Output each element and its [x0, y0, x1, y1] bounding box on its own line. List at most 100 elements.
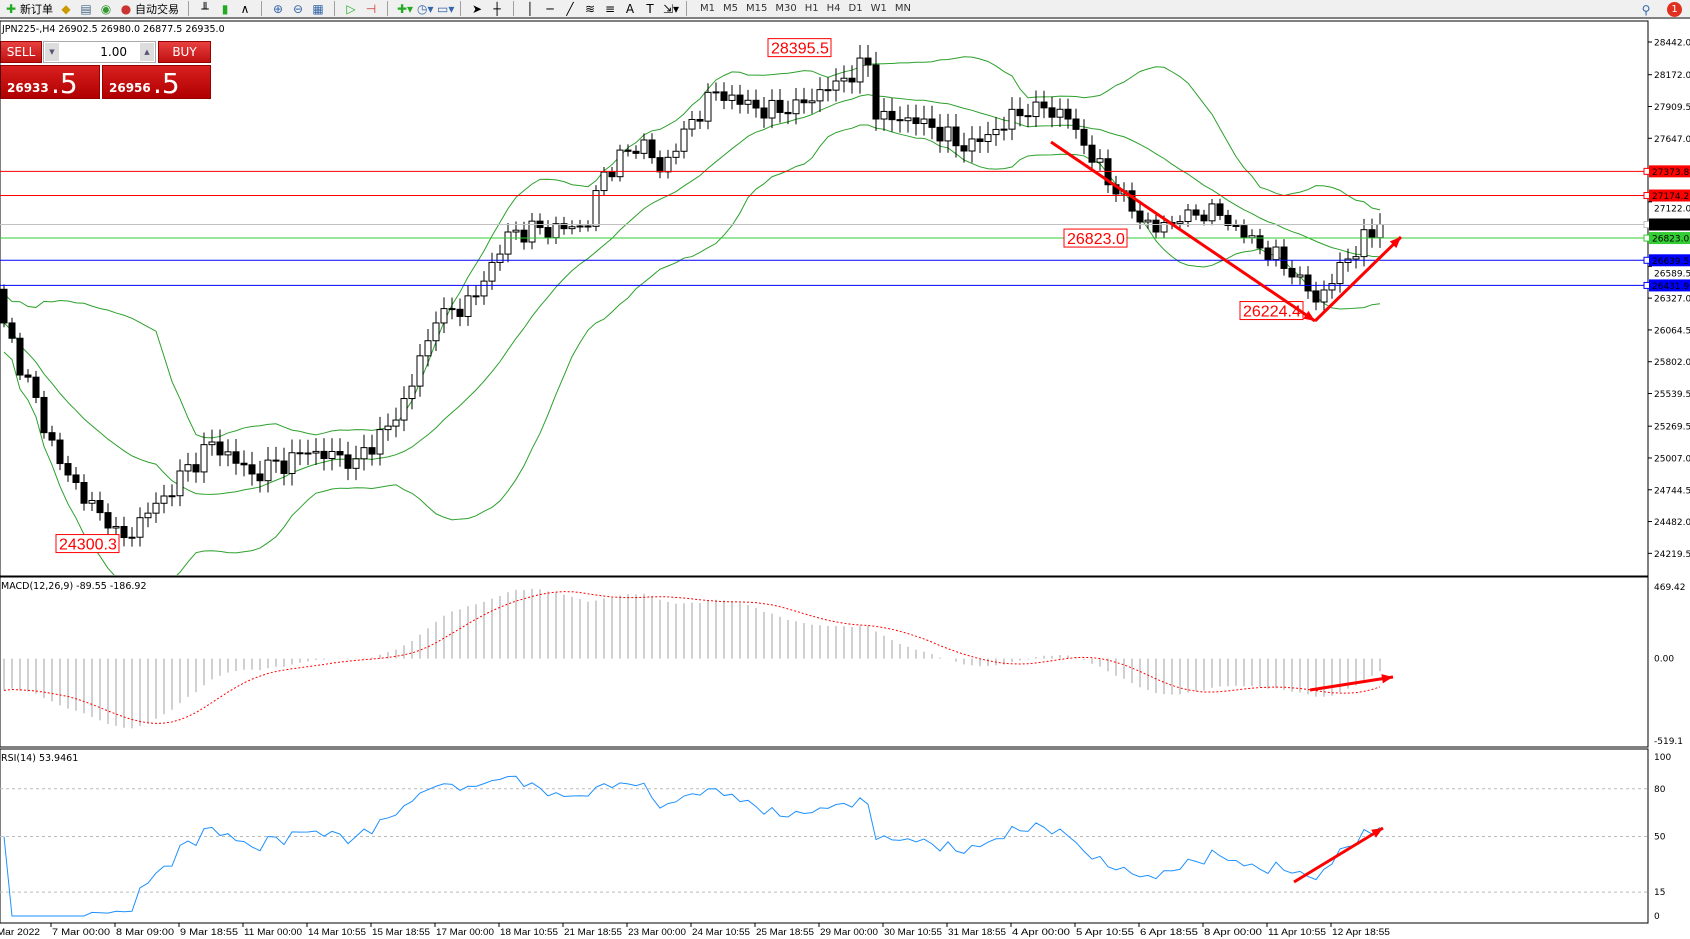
shift-icon[interactable]: ⊣ [365, 1, 377, 16]
tile-icon[interactable]: ▦ [312, 1, 324, 16]
bar-chart-icon[interactable]: ╨ [201, 1, 209, 16]
sell-price-big: .5 [51, 67, 78, 100]
level-price-tag [1649, 218, 1690, 231]
candle-body [1096, 158, 1104, 163]
templates-icon[interactable]: ▭▾ [437, 1, 455, 16]
hline-icon[interactable]: ─ [546, 1, 554, 16]
candle-body [568, 226, 576, 230]
lots-decrease-button[interactable]: ▼ [45, 43, 59, 61]
candle-body [344, 454, 352, 469]
candle-body [880, 110, 888, 120]
candle-body [1160, 222, 1168, 233]
candle-body [160, 495, 168, 504]
candle-body [1080, 128, 1088, 146]
candle-body [32, 376, 40, 398]
main-plot [0, 44, 1384, 575]
timeframe-MN[interactable]: MN [894, 3, 911, 14]
candle-body [144, 512, 152, 519]
candle-body [1320, 289, 1328, 303]
macd-arrow [1309, 675, 1394, 692]
timeframe-M1[interactable]: M1 [700, 3, 715, 14]
timeframe-M5[interactable]: M5 [723, 3, 738, 14]
candle-body [312, 450, 320, 454]
notifications-badge[interactable]: 1 [1667, 2, 1682, 17]
timeframe-H4[interactable]: H4 [826, 3, 841, 14]
candle-body [1352, 256, 1360, 260]
line-chart-icon[interactable]: ∧ [240, 1, 250, 16]
zoom-in-icon[interactable]: ⊕ [272, 1, 284, 16]
candle-body [8, 322, 16, 339]
candle-body [760, 107, 768, 119]
time-label: 25 Mar 18:55 [756, 927, 814, 937]
candle-body [424, 340, 432, 357]
candle-body [1360, 229, 1368, 258]
candle-body [688, 118, 696, 130]
channel-icon[interactable]: ≡ [604, 1, 616, 16]
candle-body [1264, 247, 1272, 261]
candle-body [496, 253, 504, 263]
timeframe-bar: M1 M5 M15 M30 H1 H4 D1 W1 MN [696, 3, 915, 14]
search-icon[interactable]: ⚲ [1641, 2, 1651, 17]
candle-body [400, 398, 408, 421]
candle-body [608, 171, 616, 178]
crosshair-icon[interactable]: ┼ [493, 1, 501, 16]
label-icon[interactable]: T [646, 1, 654, 16]
candle-body [592, 190, 600, 227]
fibo-icon[interactable]: ≋ [584, 1, 596, 16]
middle-band [3, 94, 1381, 495]
time-label: 21 Mar 18:55 [564, 927, 622, 937]
candle-body [360, 447, 368, 460]
lots-increase-button[interactable]: ▲ [140, 43, 154, 61]
timeframe-W1[interactable]: W1 [870, 3, 887, 14]
candle-chart-icon[interactable]: ▮ [221, 1, 229, 16]
candle-body [1008, 108, 1016, 130]
time-label: 4 Apr 00:00 [1012, 927, 1070, 937]
candle-body [368, 447, 376, 455]
time-label: 12 Apr 18:55 [1332, 927, 1390, 937]
vline-icon[interactable]: │ [526, 1, 534, 16]
candle-body [248, 464, 256, 475]
time-label: 29 Mar 00:00 [820, 927, 878, 937]
expert-icon[interactable]: ◆ [61, 1, 71, 16]
zoom-out-icon[interactable]: ⊖ [292, 1, 304, 16]
candle-body [304, 452, 312, 455]
candle-body [168, 495, 176, 498]
candle-body [504, 231, 512, 255]
period-icon[interactable]: ◷▾ [417, 1, 434, 16]
auto-trading-button[interactable]: ● 自动交易 [120, 1, 179, 16]
chart-title: JPN225-,H4 26902.5 26980.0 26877.5 26935… [2, 24, 225, 35]
level-price-tag [1649, 232, 1690, 245]
arrows-icon[interactable]: ⇲▾ [663, 1, 680, 16]
candle-body [792, 99, 800, 115]
candle-body [808, 100, 816, 104]
buy-button[interactable]: BUY [158, 41, 211, 63]
level-price-label: 27373.8 [1652, 168, 1689, 178]
candle-body [1200, 214, 1208, 222]
divider [334, 1, 335, 16]
signal-icon[interactable]: ◉ [100, 1, 112, 16]
trendline-icon[interactable]: ╱ [566, 1, 574, 16]
text-icon[interactable]: A [625, 1, 635, 16]
buy-price[interactable]: 26956 .5 [102, 65, 211, 100]
history-icon[interactable]: ▤ [80, 1, 92, 16]
indicators-icon[interactable]: ✚▾ [397, 1, 414, 16]
cursor-icon[interactable]: ➤ [471, 1, 483, 16]
candle-body [520, 229, 528, 243]
candle-body [1208, 203, 1216, 222]
lots-input[interactable]: ▼ 1.00 ▲ [43, 41, 156, 63]
candle-body [1296, 274, 1304, 278]
timeframe-M15[interactable]: M15 [746, 3, 768, 14]
autoscroll-icon[interactable]: ▷ [346, 1, 356, 16]
candle-body [1272, 246, 1280, 261]
timeframe-H1[interactable]: H1 [804, 3, 819, 14]
timeframe-D1[interactable]: D1 [848, 3, 863, 14]
time-label: 24 Mar 10:55 [692, 927, 750, 937]
candle-body [1144, 219, 1152, 223]
timeframe-M30[interactable]: M30 [775, 3, 797, 14]
time-label: 11 Mar 00:00 [244, 927, 302, 937]
sell-price[interactable]: 26933 .5 [0, 65, 100, 100]
new-order-button[interactable]: ✚ 新订单 [5, 1, 53, 16]
candle-body [1304, 274, 1312, 292]
rsi-arrow-head [1371, 828, 1383, 838]
